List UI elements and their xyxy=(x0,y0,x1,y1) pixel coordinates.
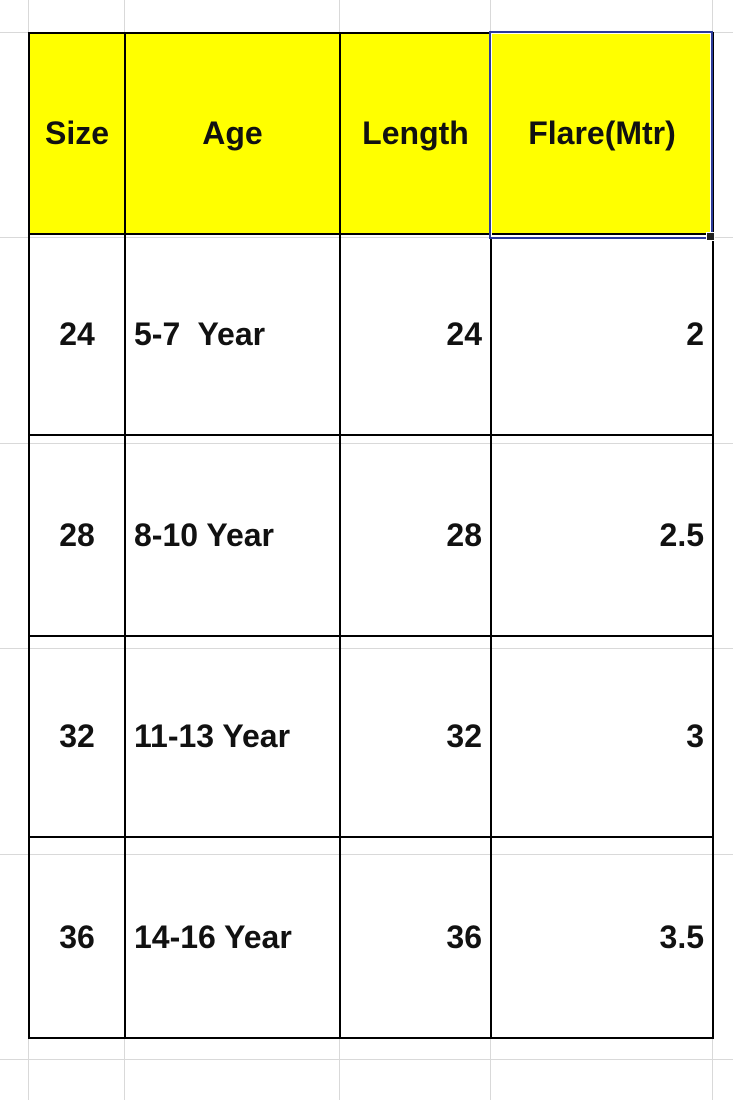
header-cell-length[interactable]: Length xyxy=(339,32,492,235)
header-cell-size[interactable]: Size xyxy=(28,32,126,235)
cell-age[interactable]: 11-13 Year xyxy=(124,635,341,838)
header-cell-flare[interactable]: Flare(Mtr) xyxy=(490,32,714,235)
table-row: 28 8-10 Year 28 2.5 xyxy=(28,434,714,637)
size-chart-table: Size Age Length Flare(Mtr) 24 5-7 Year 2… xyxy=(28,32,714,1039)
cell-age[interactable]: 8-10 Year xyxy=(124,434,341,637)
cell-length[interactable]: 32 xyxy=(339,635,492,838)
cell-age[interactable]: 5-7 Year xyxy=(124,233,341,436)
gridline xyxy=(0,1059,733,1060)
cell-age[interactable]: 14-16 Year xyxy=(124,836,341,1039)
table-row: 36 14-16 Year 36 3.5 xyxy=(28,836,714,1039)
cell-size[interactable]: 24 xyxy=(28,233,126,436)
cell-flare[interactable]: 3.5 xyxy=(490,836,714,1039)
cell-size[interactable]: 32 xyxy=(28,635,126,838)
fill-handle[interactable] xyxy=(706,232,715,241)
header-cell-age[interactable]: Age xyxy=(124,32,341,235)
cell-flare[interactable]: 2 xyxy=(490,233,714,436)
cell-length[interactable]: 24 xyxy=(339,233,492,436)
cell-flare[interactable]: 3 xyxy=(490,635,714,838)
cell-length[interactable]: 28 xyxy=(339,434,492,637)
cell-length[interactable]: 36 xyxy=(339,836,492,1039)
header-row: Size Age Length Flare(Mtr) xyxy=(28,32,714,235)
table-row: 32 11-13 Year 32 3 xyxy=(28,635,714,838)
cell-flare[interactable]: 2.5 xyxy=(490,434,714,637)
cell-size[interactable]: 36 xyxy=(28,836,126,1039)
cell-size[interactable]: 28 xyxy=(28,434,126,637)
table-row: 24 5-7 Year 24 2 xyxy=(28,233,714,436)
